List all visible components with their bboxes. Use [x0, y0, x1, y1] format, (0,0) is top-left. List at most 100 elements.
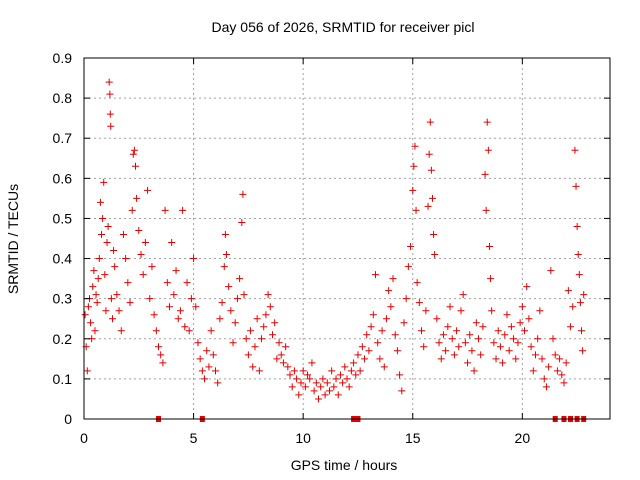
data-point — [446, 303, 454, 311]
data-point — [367, 323, 375, 331]
data-point — [238, 218, 246, 226]
data-point — [168, 239, 176, 247]
data-point — [225, 283, 233, 291]
data-point — [468, 347, 476, 355]
data-point — [420, 343, 428, 351]
data-point — [412, 206, 420, 214]
data-point — [415, 299, 423, 307]
data-point — [410, 162, 418, 170]
data-point — [457, 307, 465, 315]
data-point — [146, 295, 154, 303]
data-point — [350, 359, 358, 367]
data-point — [87, 319, 95, 327]
data-point — [376, 355, 384, 363]
data-point — [122, 255, 130, 263]
data-point — [574, 251, 582, 259]
data-point — [540, 375, 548, 383]
x-tick-label: 0 — [80, 430, 88, 446]
data-point — [431, 251, 439, 259]
data-point — [536, 307, 544, 315]
data-point — [424, 202, 432, 210]
data-point — [464, 359, 472, 367]
data-point — [159, 359, 167, 367]
data-point — [196, 355, 204, 363]
data-point — [488, 307, 496, 315]
data-point — [347, 367, 355, 375]
data-point — [512, 355, 520, 363]
data-point — [128, 206, 136, 214]
data-point — [251, 343, 259, 351]
y-tick-label: 0.7 — [53, 130, 73, 146]
data-point — [84, 303, 92, 311]
data-point — [295, 391, 303, 399]
data-point — [523, 283, 531, 291]
data-point — [573, 222, 581, 230]
data-point — [229, 339, 237, 347]
data-point — [354, 351, 362, 359]
x-tick-label: 10 — [295, 430, 311, 446]
data-point — [448, 335, 456, 343]
data-point — [306, 375, 314, 383]
data-point — [382, 315, 390, 323]
data-point — [185, 327, 193, 335]
data-point — [126, 299, 134, 307]
data-point — [564, 287, 572, 295]
data-point — [103, 239, 111, 247]
data-point — [556, 355, 564, 363]
data-point — [380, 363, 388, 371]
data-point — [163, 279, 171, 287]
data-point — [231, 319, 239, 327]
data-point — [562, 359, 570, 367]
axis-ticks — [83, 57, 610, 420]
data-point — [507, 323, 515, 331]
data-point — [124, 279, 132, 287]
data-point — [425, 150, 433, 158]
data-point — [157, 351, 165, 359]
data-point — [538, 355, 546, 363]
data-point — [569, 303, 577, 311]
data-point — [409, 186, 417, 194]
data-point — [92, 291, 100, 299]
data-point — [505, 347, 513, 355]
data-point — [402, 295, 410, 303]
data-point — [155, 343, 163, 351]
data-point — [255, 367, 263, 375]
data-point — [240, 291, 248, 299]
data-point — [426, 118, 434, 126]
data-point — [374, 339, 382, 347]
data-point — [106, 90, 114, 98]
plot-area-border — [83, 57, 611, 420]
data-point — [115, 307, 123, 315]
y-tick-label: 0.8 — [53, 90, 73, 106]
data-point — [233, 295, 241, 303]
data-point — [132, 162, 140, 170]
data-point — [192, 303, 200, 311]
data-point — [518, 303, 526, 311]
data-point — [461, 339, 469, 347]
y-tick-label: 0 — [64, 411, 72, 427]
y-axis-label: SRMTID / TECUs — [5, 184, 21, 294]
data-point — [490, 339, 498, 347]
data-point — [455, 343, 463, 351]
y-tick-label: 0.1 — [53, 371, 73, 387]
data-point — [334, 391, 342, 399]
data-point — [144, 186, 152, 194]
data-point — [299, 367, 307, 375]
data-point — [558, 371, 566, 379]
data-point — [580, 291, 588, 299]
data-point — [437, 355, 445, 363]
data-point — [363, 331, 371, 339]
data-point — [365, 347, 373, 355]
data-point — [247, 327, 255, 335]
data-point — [323, 379, 331, 387]
data-point — [301, 383, 309, 391]
data-point — [527, 343, 535, 351]
data-point — [398, 387, 406, 395]
data-point — [475, 335, 482, 343]
data-point — [253, 315, 261, 323]
data-point — [268, 331, 276, 339]
data-point — [286, 371, 294, 379]
data-point — [385, 287, 393, 295]
data-point — [264, 291, 272, 299]
